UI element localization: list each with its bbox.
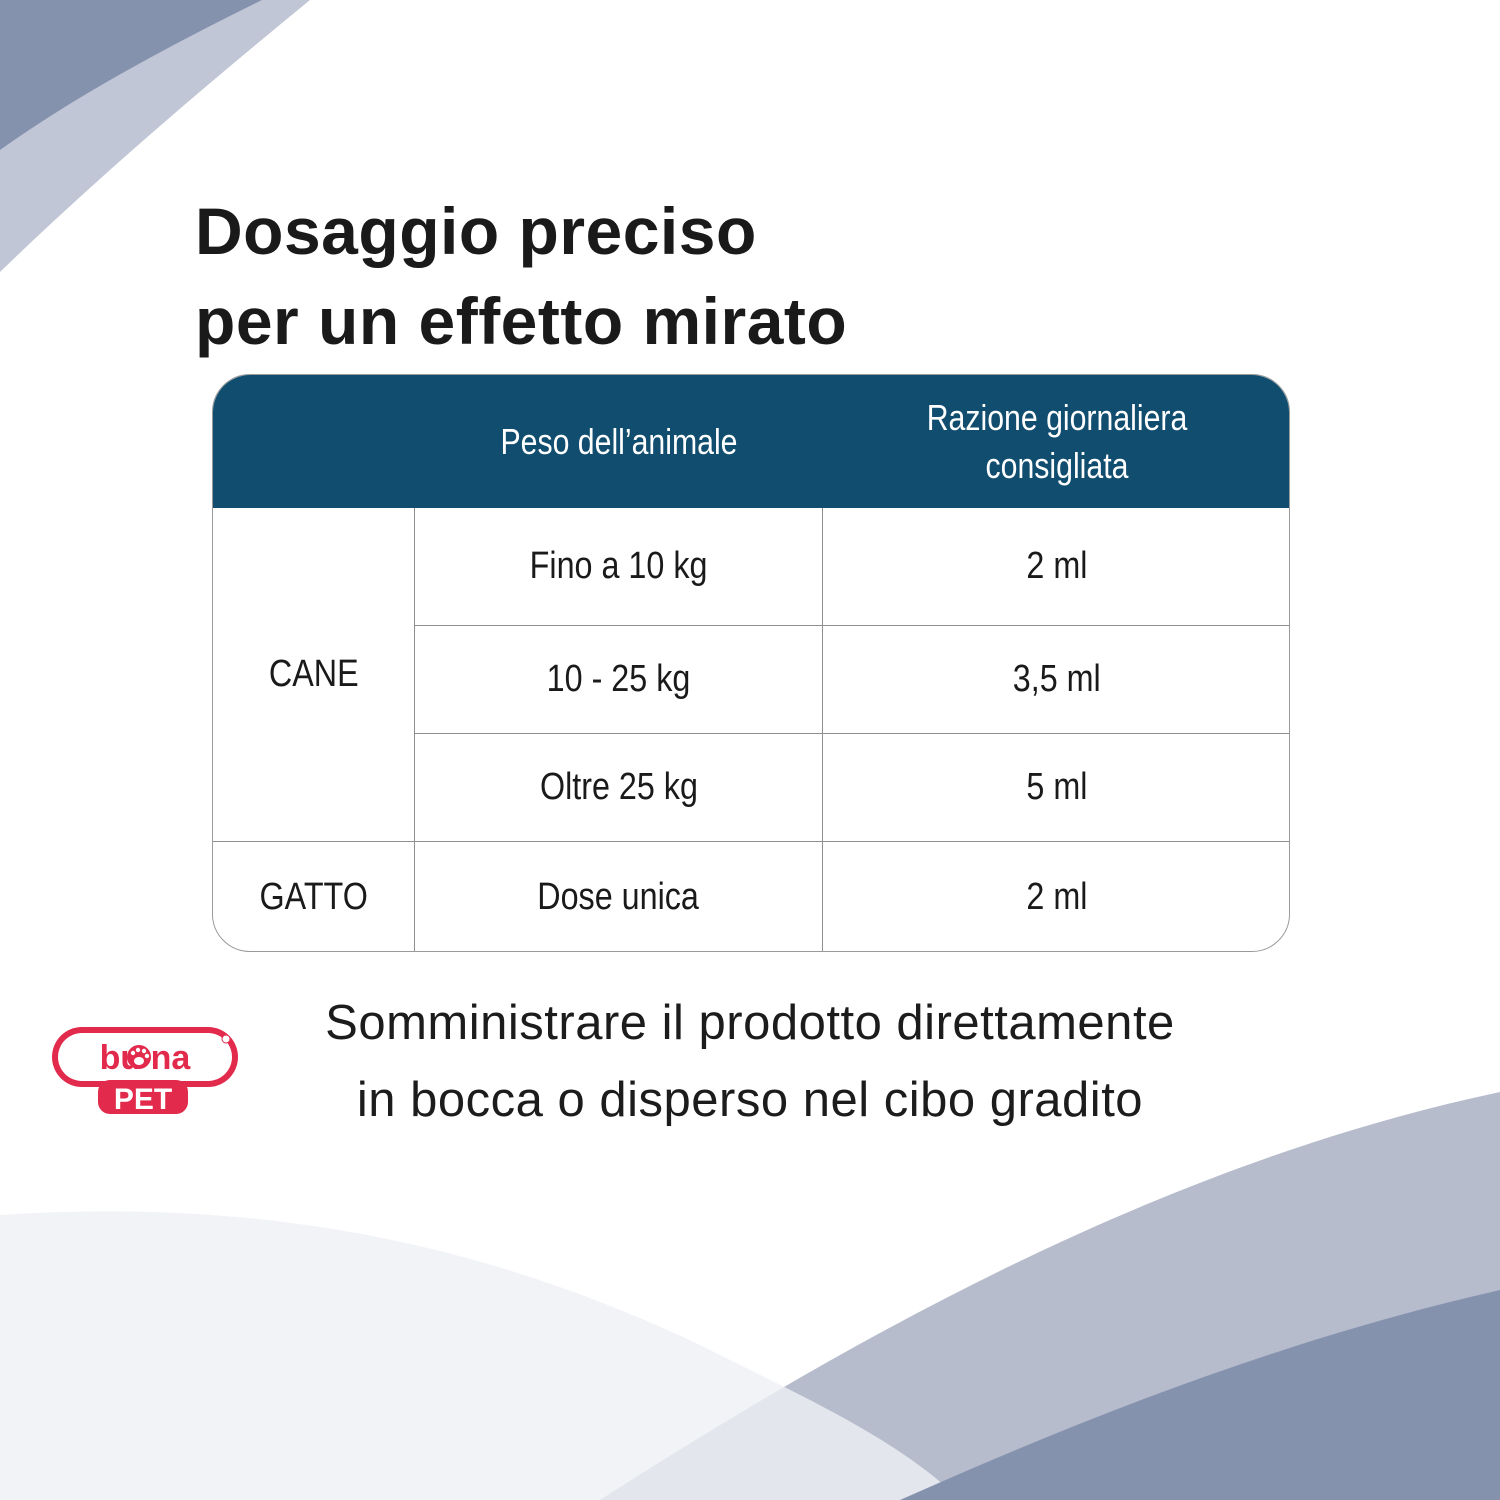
bottom-wave-pale bbox=[0, 1211, 960, 1500]
table-row-dose: 3,5 ml bbox=[823, 626, 1289, 733]
table-row-weight: Fino a 10 kg bbox=[415, 508, 822, 625]
weight-value: 10 - 25 kg bbox=[546, 658, 691, 700]
dosage-table: Peso dell’animale Razione giornaliera co… bbox=[212, 374, 1290, 952]
row-divider bbox=[415, 625, 1289, 626]
dose-value: 3,5 ml bbox=[1013, 658, 1101, 700]
title-line-1: Dosaggio preciso bbox=[195, 194, 757, 268]
header-animal-weight: Peso dell’animale bbox=[500, 420, 738, 462]
table-row-dose: 2 ml bbox=[823, 508, 1289, 625]
animal-cell-cat: GATTO bbox=[213, 842, 414, 951]
dose-value: 2 ml bbox=[1026, 876, 1088, 918]
dose-value: 5 ml bbox=[1026, 766, 1088, 808]
paw-print-icon bbox=[127, 1045, 151, 1069]
table-row-weight: Oltre 25 kg bbox=[415, 734, 822, 841]
header-ration-line-2: consigliata bbox=[985, 444, 1129, 486]
column-divider bbox=[414, 508, 415, 951]
title-line-2: per un effetto mirato bbox=[195, 284, 848, 358]
buona-pet-logo: bu na PET bbox=[52, 1027, 238, 1116]
table-row-dose: 5 ml bbox=[823, 734, 1289, 841]
page-title: Dosaggio preciso per un effetto mirato bbox=[195, 186, 847, 366]
weight-value: Dose unica bbox=[537, 876, 700, 918]
table-header bbox=[213, 375, 1289, 508]
table-row-dose: 2 ml bbox=[823, 842, 1289, 951]
row-divider bbox=[415, 733, 1289, 734]
animal-label: GATTO bbox=[259, 876, 368, 918]
table-row-weight: 10 - 25 kg bbox=[415, 626, 822, 733]
weight-value: Oltre 25 kg bbox=[539, 766, 698, 808]
administration-note: Somministrare il prodotto direttamente i… bbox=[0, 985, 1500, 1139]
table-row-weight: Dose unica bbox=[415, 842, 822, 951]
column-divider bbox=[822, 508, 823, 951]
row-divider bbox=[213, 841, 1289, 842]
dose-value: 2 ml bbox=[1026, 545, 1088, 587]
animal-cell-dog: CANE bbox=[213, 508, 414, 841]
header-daily-ration: Razione giornaliera consigliata bbox=[860, 375, 1253, 508]
top-left-wave-dark bbox=[0, 0, 262, 150]
animal-label: CANE bbox=[268, 653, 359, 695]
bottom-wave-dark bbox=[900, 1290, 1500, 1500]
note-line-2: in bocca o disperso nel cibo gradito bbox=[356, 1073, 1144, 1127]
note-line-1: Somministrare il prodotto direttamente bbox=[325, 996, 1175, 1050]
header-ration-line-1: Razione giornaliera bbox=[926, 396, 1188, 438]
weight-value: Fino a 10 kg bbox=[529, 545, 708, 587]
logo-word-pet: PET bbox=[114, 1083, 172, 1116]
